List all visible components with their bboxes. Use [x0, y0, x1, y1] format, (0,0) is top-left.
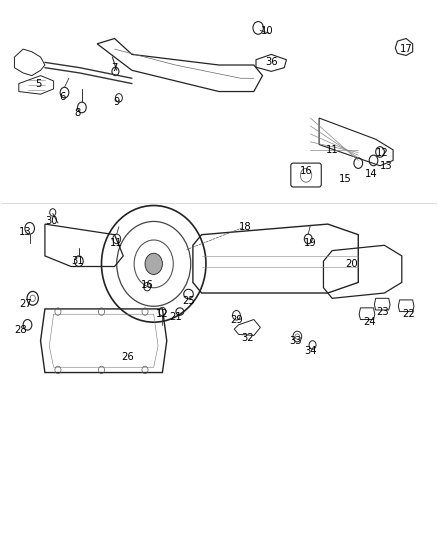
Text: 31: 31 — [71, 256, 84, 266]
Text: 18: 18 — [239, 222, 251, 232]
Text: 28: 28 — [14, 325, 27, 335]
Text: 11: 11 — [110, 238, 123, 248]
Text: 13: 13 — [380, 161, 393, 171]
Text: 23: 23 — [376, 306, 389, 317]
Text: 12: 12 — [376, 148, 389, 158]
Text: 13: 13 — [19, 227, 32, 237]
Text: 33: 33 — [289, 336, 301, 346]
Text: 26: 26 — [121, 352, 134, 361]
Text: 9: 9 — [113, 97, 120, 107]
Text: 25: 25 — [182, 296, 195, 306]
Text: 27: 27 — [19, 298, 32, 309]
Text: 15: 15 — [339, 174, 352, 184]
Text: 19: 19 — [304, 238, 317, 248]
Text: 12: 12 — [156, 309, 169, 319]
Text: 10: 10 — [261, 26, 273, 36]
Text: 6: 6 — [59, 92, 66, 102]
Text: 16: 16 — [141, 280, 154, 290]
Text: 17: 17 — [400, 44, 413, 54]
Text: 29: 29 — [230, 314, 243, 325]
Text: 14: 14 — [365, 169, 378, 179]
Text: 16: 16 — [300, 166, 312, 176]
Text: 20: 20 — [346, 259, 358, 269]
Circle shape — [145, 253, 162, 274]
Text: 11: 11 — [326, 145, 339, 155]
Text: 22: 22 — [402, 309, 415, 319]
Text: 36: 36 — [265, 58, 278, 67]
Text: 30: 30 — [45, 216, 58, 227]
Text: 24: 24 — [363, 317, 375, 327]
Text: 21: 21 — [169, 312, 182, 322]
Text: 8: 8 — [74, 108, 81, 118]
Text: 32: 32 — [241, 333, 254, 343]
Text: 7: 7 — [111, 63, 118, 72]
Text: 5: 5 — [35, 78, 42, 88]
Text: 34: 34 — [304, 346, 317, 357]
